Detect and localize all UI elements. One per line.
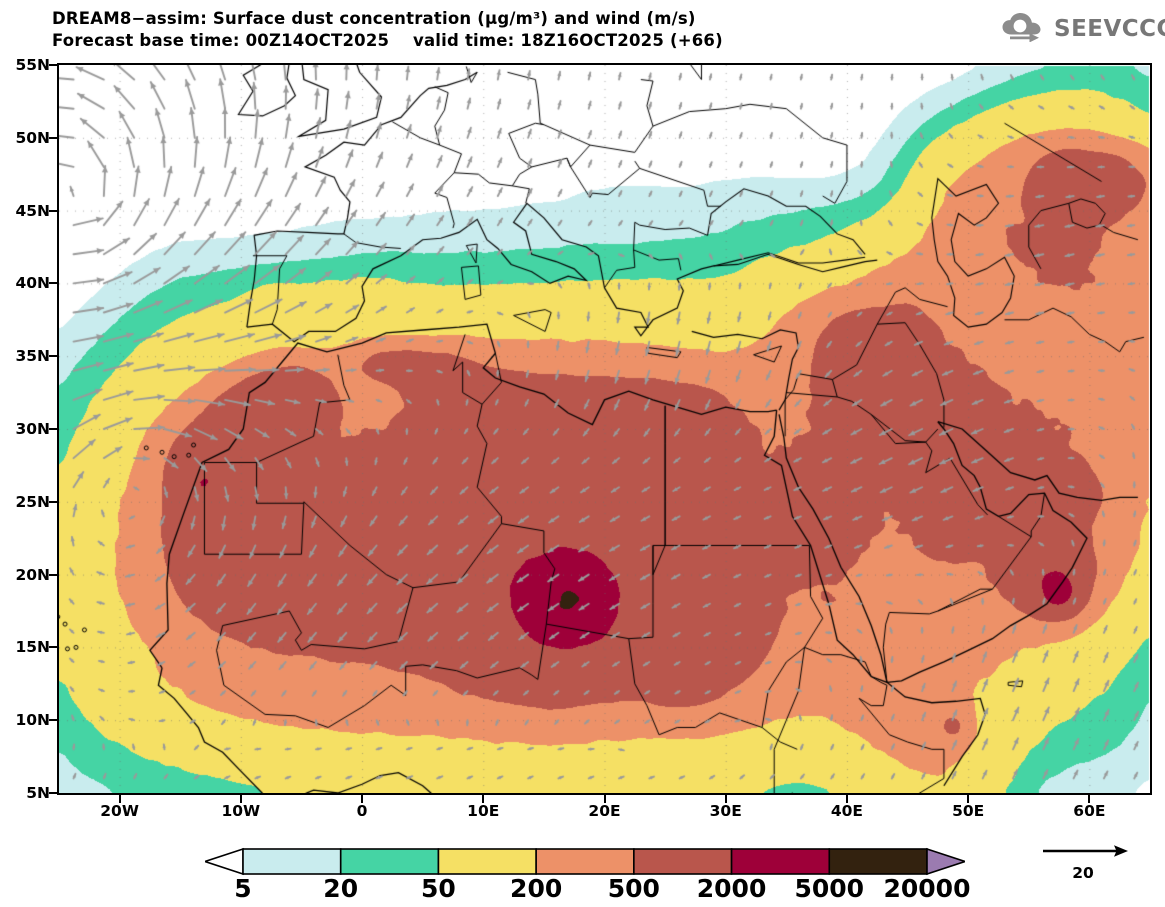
y-tick-mark <box>49 646 58 649</box>
wind-scale-reference: 20 <box>1040 842 1150 888</box>
y-tick-mark <box>49 428 58 430</box>
cloud-icon <box>1001 12 1047 46</box>
x-tick-label: 30E <box>709 802 742 820</box>
wind-arrow-icon <box>1043 845 1128 857</box>
y-tick-label: 30N <box>15 420 50 438</box>
seevccc-logo: SEEVCCC <box>1001 12 1165 46</box>
colorbar: 5 20 50 200 500 2000 5000 20000 <box>0 838 1165 907</box>
y-tick-label: 50N <box>15 128 50 147</box>
x-tick-label: 20E <box>588 802 621 820</box>
y-tick-mark <box>49 282 58 285</box>
title-block: DREAM8−assim: Surface dust concentration… <box>52 8 723 52</box>
map-canvas <box>59 65 1150 793</box>
colorbar-tick-label: 5000 <box>794 874 865 903</box>
y-tick-label: 20N <box>15 565 50 584</box>
y-tick-label: 5N <box>26 784 50 802</box>
x-tick-mark <box>482 794 485 803</box>
wind-scale-label: 20 <box>1072 864 1094 882</box>
colorbar-tick-label: 2000 <box>696 874 767 903</box>
x-tick-mark <box>361 794 364 803</box>
y-tick-label: 25N <box>15 492 50 511</box>
y-tick-mark <box>49 719 58 722</box>
x-tick-label: 0 <box>356 802 368 820</box>
y-tick-label: 45N <box>15 201 50 220</box>
colorbar-tick-label: 5 <box>234 874 252 903</box>
colorbar-tick-label: 200 <box>510 874 563 903</box>
y-tick-mark <box>49 355 58 358</box>
dust-concentration-map[interactable] <box>57 63 1152 795</box>
y-tick-label: 10N <box>15 711 50 730</box>
x-tick-label: 50E <box>952 802 985 820</box>
x-tick-mark <box>603 794 606 803</box>
x-tick-label: 10W <box>221 802 261 820</box>
y-tick-mark <box>49 792 58 794</box>
forecast-time-subtitle: Forecast base time: 00Z14OCT2025 valid t… <box>52 31 723 50</box>
x-tick-mark <box>724 794 727 803</box>
page-title: DREAM8−assim: Surface dust concentration… <box>52 9 696 28</box>
x-tick-mark <box>845 794 848 803</box>
y-tick-mark <box>49 64 58 66</box>
colorbar-tick-label: 500 <box>607 874 660 903</box>
logo-label: SEEVCCC <box>1054 16 1165 42</box>
y-tick-mark <box>49 136 58 139</box>
x-tick-label: 20W <box>100 802 139 820</box>
y-tick-label: 40N <box>15 274 50 293</box>
y-tick-mark <box>49 573 58 576</box>
x-tick-mark <box>967 794 970 803</box>
x-tick-label: 10E <box>467 802 500 820</box>
header: DREAM8−assim: Surface dust concentration… <box>0 0 1165 60</box>
x-tick-label: 40E <box>830 802 864 820</box>
x-tick-mark <box>1088 794 1091 803</box>
y-tick-label: 35N <box>15 347 50 366</box>
colorbar-tick-label: 50 <box>421 874 456 903</box>
y-tick-label: 55N <box>15 56 50 74</box>
y-tick-label: 15N <box>15 638 50 657</box>
colorbar-tick-label: 20000 <box>883 874 971 903</box>
x-tick-label: 60E <box>1073 802 1106 820</box>
y-tick-mark <box>49 209 58 212</box>
colorbar-swatches[interactable] <box>205 846 965 880</box>
x-tick-mark <box>239 794 242 803</box>
colorbar-tick-label: 20 <box>323 874 359 903</box>
x-tick-mark <box>118 794 121 803</box>
y-tick-mark <box>49 500 58 503</box>
